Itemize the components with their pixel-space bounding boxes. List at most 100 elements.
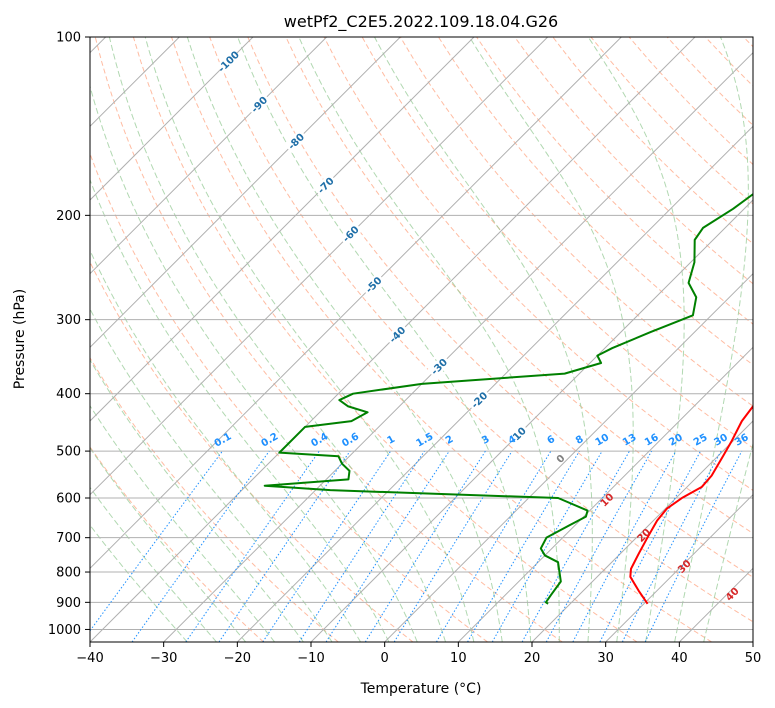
dry-adiabat-line (361, 37, 753, 449)
x-axis-ticks: −40 −30 −20 −10 0 10 20 30 40 50 (76, 642, 761, 666)
x-tick-label: −20 (224, 651, 251, 666)
mixing-ratio-label: 1 (385, 434, 397, 447)
mixing-ratio-line (621, 450, 722, 642)
mixing-ratio-label: 8 (574, 434, 586, 447)
mixing-ratio-line (364, 450, 486, 642)
isotherm-label-bg (361, 272, 386, 297)
isotherm-label-bg (247, 92, 272, 117)
moist-adiabat-line (90, 84, 418, 642)
moist-adiabat-line (90, 486, 217, 642)
mixing-ratio-label: 2 (444, 434, 456, 447)
x-tick-label: 40 (671, 651, 688, 666)
dry-adiabat-line (90, 356, 339, 642)
x-tick-label: −40 (76, 651, 103, 666)
mixing-ratio-line (521, 450, 630, 642)
mixing-ratio-line (644, 450, 743, 642)
isotherm-gridline (457, 346, 753, 642)
y-tick-label: 900 (56, 596, 81, 611)
mixing-ratio-line (393, 450, 513, 642)
isotherm-label-bg (313, 173, 338, 198)
isotherm-label-bg (283, 129, 309, 154)
dry-adiabat-line (514, 37, 753, 285)
moist-adiabat-line (469, 37, 634, 642)
isotherm-gridline (310, 199, 753, 642)
mixing-ratio-line (435, 450, 552, 642)
dewpoint-profile-line (263, 192, 753, 605)
x-tick-label: 0 (381, 651, 389, 666)
isotherm-gridline (90, 37, 328, 275)
moist-adiabat-line (374, 37, 593, 642)
isotherm-label-bg (505, 423, 530, 448)
y-tick-label: 100 (56, 31, 81, 46)
dry-adiabats (90, 37, 753, 642)
mixing-ratio-line (185, 450, 320, 642)
temperature-profile-line (629, 404, 753, 605)
dry-adiabat-line (209, 37, 753, 623)
dry-adiabat-line (90, 152, 488, 642)
x-tick-label: 20 (524, 651, 541, 666)
y-axis-label: Pressure (hPa) (12, 289, 28, 389)
dry-adiabat-line (171, 37, 713, 642)
plot-frame (89, 36, 754, 643)
moist-adiabat-line (298, 37, 560, 642)
isotherm-label-bg (385, 322, 410, 347)
moist-adiabat-line (186, 37, 503, 642)
isotherm-gridline (90, 37, 549, 496)
dry-adiabat-line (247, 37, 753, 578)
x-axis-label: Temperature (°C) (360, 681, 482, 697)
x-tick-label: −10 (297, 651, 324, 666)
isotherm-gridline (90, 37, 254, 201)
y-tick-label: 1000 (48, 623, 81, 638)
isotherm-gridline (163, 51, 753, 642)
x-tick-label: 50 (745, 651, 762, 666)
mixing-ratio-line (90, 450, 223, 632)
mixing-ratio-line (545, 450, 653, 642)
isotherm-gridline (90, 37, 475, 422)
mixing-ratio-lines (90, 450, 743, 642)
chart-title: wetPf2_C2E5.2022.109.18.04.G26 (284, 12, 558, 32)
isobar-grid (90, 37, 753, 630)
y-tick-label: 200 (56, 209, 81, 224)
dry-adiabat-line (438, 37, 753, 366)
mixing-ratio-line (325, 450, 450, 642)
moist-adiabat-line (90, 524, 188, 642)
isotherm-gridline (90, 37, 622, 570)
y-axis-ticks: 100 200 300 400 500 600 700 800 900 1000 (48, 31, 90, 638)
dry-adiabat-line (323, 37, 753, 491)
moist-adiabat-line (90, 178, 390, 642)
y-tick-label: 700 (56, 531, 81, 546)
isotherm-label-bg (427, 354, 452, 379)
mixing-ratio-label: 4 (507, 434, 519, 447)
y-tick-label: 800 (56, 566, 81, 581)
mixing-ratio-line (131, 450, 270, 642)
isotherm-label-bg (467, 388, 492, 413)
x-tick-label: −30 (150, 651, 177, 666)
isotherm-gridline (605, 493, 753, 642)
moist-adiabat-line (90, 404, 276, 642)
y-tick-label: 400 (56, 387, 81, 402)
y-tick-label: 600 (56, 492, 81, 507)
mixing-ratio-line (262, 450, 392, 642)
dry-adiabat-line (90, 446, 264, 642)
y-tick-label: 500 (56, 445, 81, 460)
mixing-ratio-line (599, 450, 701, 642)
moist-adiabat-line (90, 447, 247, 642)
moist-adiabat-line (90, 359, 304, 642)
mixing-ratio-line (298, 450, 425, 642)
dry-adiabat-line (285, 37, 753, 535)
moist-adiabat-line (108, 37, 447, 642)
moist-adiabat-line (587, 37, 685, 642)
dry-adiabat-line (399, 37, 753, 407)
x-tick-label: 30 (597, 651, 614, 666)
isotherm-gridline (236, 125, 753, 642)
isotherm-gridline (531, 420, 753, 642)
mixing-ratio-line (572, 450, 677, 642)
moist-adiabat-line (144, 37, 475, 642)
profile-series (263, 192, 753, 605)
mixing-ratio-line (218, 450, 351, 642)
mixing-ratio-label: 6 (545, 434, 557, 447)
isotherm-label-bg (216, 49, 241, 74)
dry-adiabat-line (94, 37, 563, 642)
